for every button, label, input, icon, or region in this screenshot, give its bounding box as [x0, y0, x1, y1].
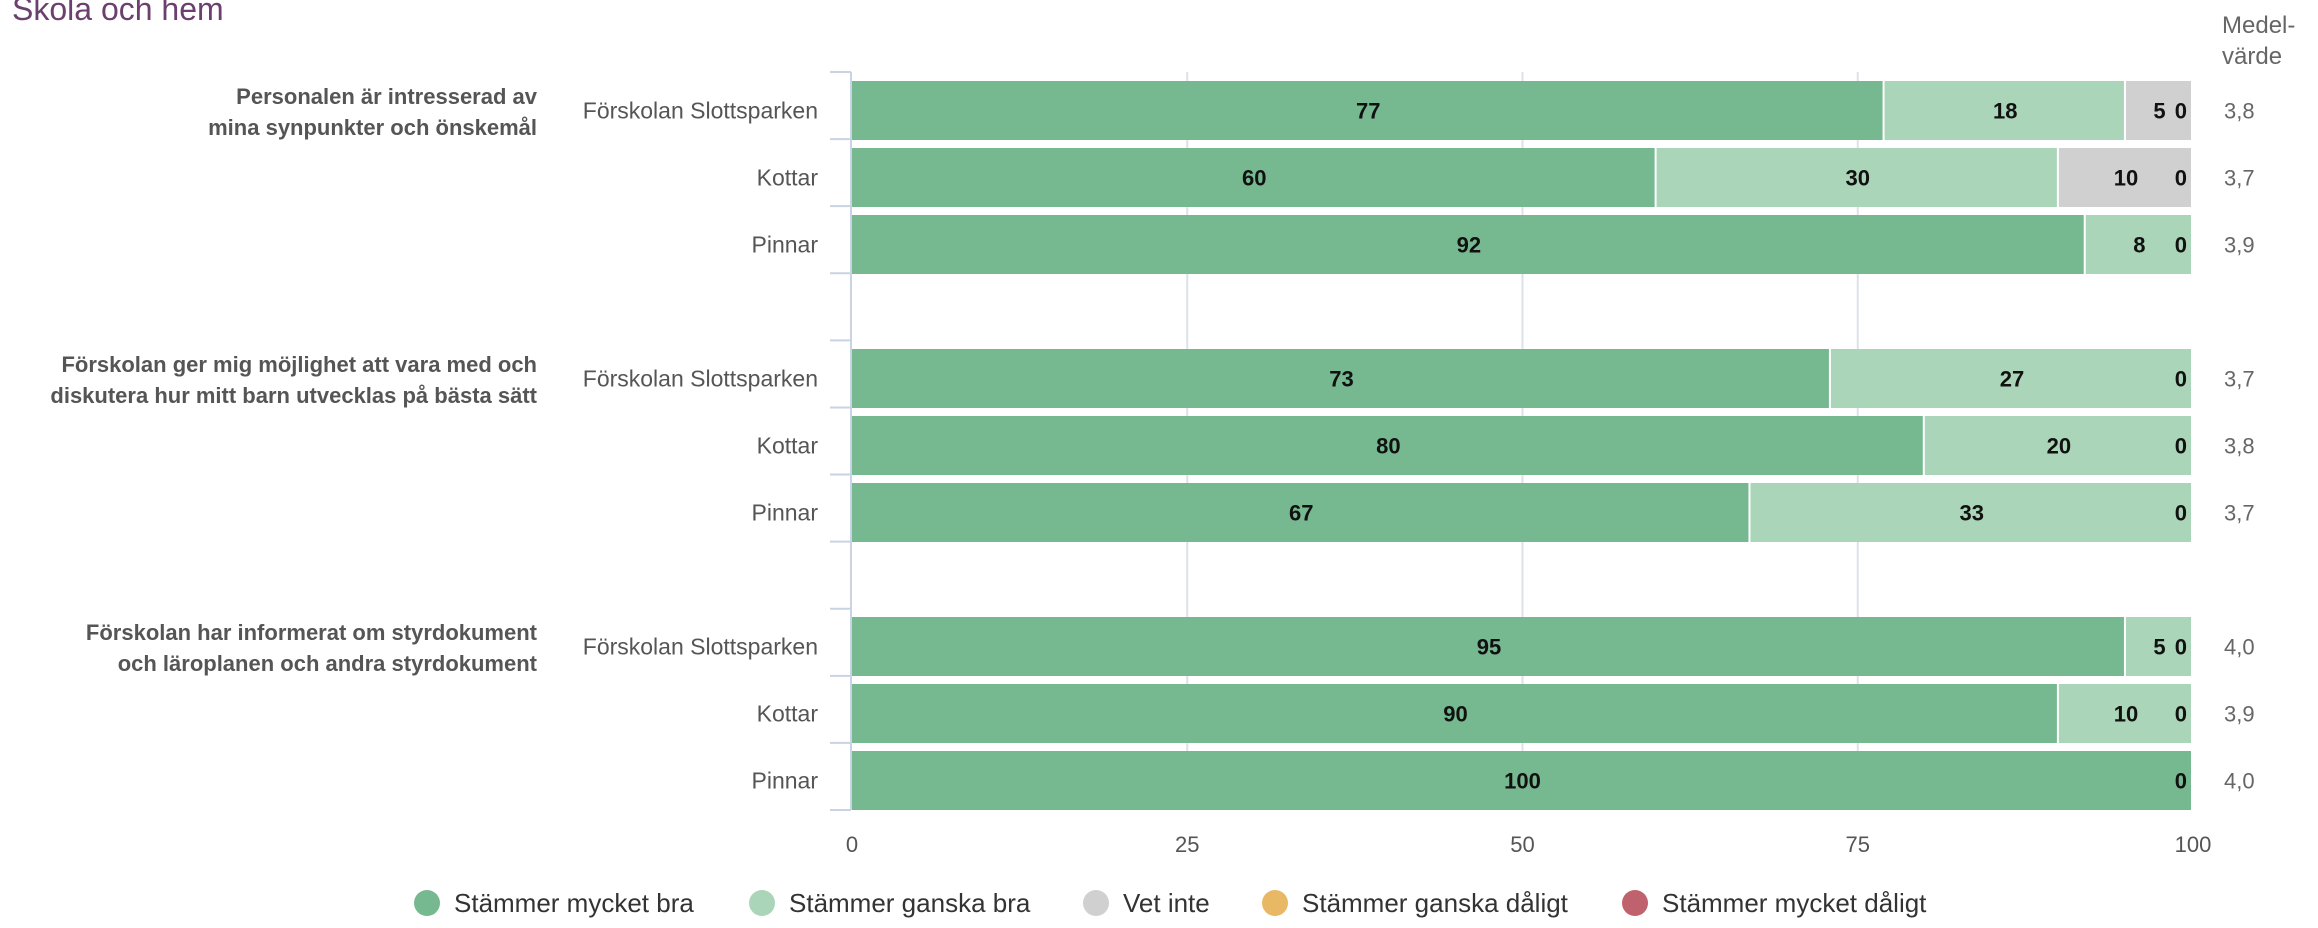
bar-segment	[2085, 215, 2191, 274]
bar-value-label: 60	[1242, 166, 1266, 191]
bar-segment	[852, 81, 1883, 140]
question-label: diskutera hur mitt barn utvecklas på bäs…	[50, 383, 537, 408]
bar-zero-label: 0	[2175, 702, 2187, 727]
bar-value-label: 90	[1443, 702, 1467, 727]
mean-value: 3,9	[2224, 702, 2255, 727]
legend-label: Stämmer ganska dåligt	[1302, 888, 1569, 918]
legend-swatch	[749, 890, 775, 916]
x-tick-label: 50	[1510, 832, 1534, 857]
bar-segment	[852, 751, 2191, 810]
bar-value-label: 8	[2133, 233, 2145, 258]
bar-segment	[1750, 483, 2191, 542]
bar-segment	[852, 416, 1923, 475]
bar-zero-label: 0	[2175, 99, 2187, 124]
bar-value-label: 73	[1329, 367, 1353, 392]
mean-value: 4,0	[2224, 769, 2255, 794]
bars	[852, 81, 2191, 810]
x-tick-label: 25	[1175, 832, 1199, 857]
mean-value: 3,8	[2224, 434, 2255, 459]
bar-value-label: 27	[2000, 367, 2024, 392]
mean-value: 3,7	[2224, 166, 2255, 191]
bar-segment	[2125, 617, 2191, 676]
bar-segment	[852, 349, 1829, 408]
question-label: mina synpunkter och önskemål	[208, 115, 537, 140]
legend-label: Vet inte	[1123, 888, 1210, 918]
mean-value: 3,8	[2224, 99, 2255, 124]
bar-value-label: 33	[1959, 501, 1983, 526]
bar-segment	[852, 617, 2124, 676]
bar-segment	[1884, 81, 2124, 140]
question-label: Förskolan har informerat om styrdokument	[86, 620, 538, 645]
legend-swatch	[414, 890, 440, 916]
bar-zero-label: 0	[2175, 233, 2187, 258]
question-label: och läroplanen och andra styrdokument	[118, 651, 538, 676]
bar-value-label: 30	[1846, 166, 1870, 191]
legend: Stämmer mycket bra Stämmer ganska bra Vet …	[414, 888, 1927, 918]
bar-value-label: 77	[1356, 99, 1380, 124]
bar-value-label: 80	[1376, 434, 1400, 459]
row-label: Pinnar	[752, 232, 819, 258]
bar-segment	[852, 483, 1749, 542]
row-label: Kottar	[757, 433, 819, 459]
bar-segment	[2058, 684, 2191, 743]
bar-value-label: 92	[1457, 233, 1481, 258]
question-label: Förskolan ger mig möjlighet att vara med…	[61, 352, 537, 377]
bar-value-label: 5	[2153, 635, 2165, 660]
row-label: Kottar	[757, 701, 819, 727]
bar-value-label: 10	[2114, 166, 2138, 191]
row-label: Kottar	[757, 165, 819, 191]
bar-value-label: 100	[1504, 769, 1541, 794]
x-tick-label: 75	[1846, 832, 1870, 857]
bar-segment	[852, 215, 2084, 274]
bar-value-label: 20	[2047, 434, 2071, 459]
chart-title: Skola och hem	[12, 0, 224, 27]
bar-segment	[1656, 148, 2057, 207]
bar-value-label: 18	[1993, 99, 2017, 124]
bar-segment	[1924, 416, 2191, 475]
bar-zero-label: 0	[2175, 367, 2187, 392]
mean-value: 3,7	[2224, 367, 2255, 392]
legend-swatch	[1083, 890, 1109, 916]
bar-segment	[2058, 148, 2191, 207]
row-label: Pinnar	[752, 768, 819, 794]
bar-zero-label: 0	[2175, 635, 2187, 660]
legend-label: Stämmer mycket bra	[454, 888, 694, 918]
bar-value-label: 95	[1477, 635, 1501, 660]
row-label: Förskolan Slottsparken	[583, 634, 818, 660]
bar-segment	[852, 148, 1655, 207]
x-tick-label: 0	[846, 832, 858, 857]
row-label: Pinnar	[752, 500, 819, 526]
mean-value: 3,7	[2224, 501, 2255, 526]
legend-swatch	[1262, 890, 1288, 916]
bar-value-label: 67	[1289, 501, 1313, 526]
bar-zero-label: 0	[2175, 769, 2187, 794]
bar-zero-label: 0	[2175, 166, 2187, 191]
bar-zero-label: 0	[2175, 501, 2187, 526]
mean-value: 3,9	[2224, 233, 2255, 258]
mean-header-line-1: Medel-	[2222, 12, 2295, 39]
legend-label: Stämmer ganska bra	[789, 888, 1031, 918]
legend-label: Stämmer mycket dåligt	[1662, 888, 1927, 918]
bar-zero-label: 0	[2175, 434, 2187, 459]
question-label: Personalen är intresserad av	[236, 84, 538, 109]
legend-swatch	[1622, 890, 1648, 916]
bar-value-label: 5	[2153, 99, 2165, 124]
bar-segment	[2125, 81, 2191, 140]
mean-header-line-2: värde	[2222, 43, 2282, 70]
bar-value-label: 10	[2114, 702, 2138, 727]
row-label: Förskolan Slottsparken	[583, 98, 818, 124]
x-tick-label: 100	[2175, 832, 2212, 857]
mean-value: 4,0	[2224, 635, 2255, 660]
bar-segment	[852, 684, 2057, 743]
bar-segment	[1830, 349, 2191, 408]
row-label: Förskolan Slottsparken	[583, 366, 818, 392]
